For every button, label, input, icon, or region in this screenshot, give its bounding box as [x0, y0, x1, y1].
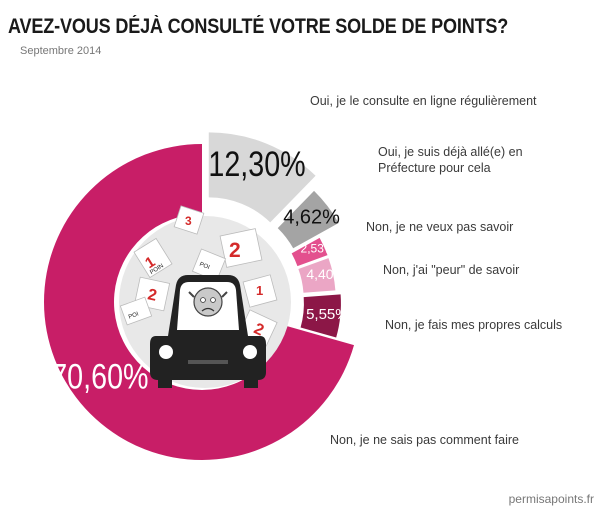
slice-value-label: 4,40%	[306, 266, 346, 282]
svg-text:1: 1	[256, 283, 263, 298]
chart-title: AVEZ-VOUS DÉJÀ CONSULTÉ VOTRE SOLDE DE P…	[8, 15, 509, 38]
svg-text:POI: POI	[128, 311, 140, 320]
pie-slice	[277, 190, 339, 249]
slice-value-label: 2,53%	[301, 241, 335, 255]
category-label-calculs: Non, je fais mes propres calculs	[385, 318, 563, 332]
slice-value-label: 4,62%	[283, 206, 340, 228]
value-labels-group: 12,30% 4,62% 2,53% 4,40% 5,55% 70,60%	[51, 144, 348, 396]
pie-slice	[44, 144, 355, 460]
svg-text:POI: POI	[198, 262, 210, 272]
svg-text:2: 2	[229, 239, 241, 262]
category-label-comment-faire: Non, je ne sais pas comment faire	[330, 433, 519, 447]
worried-driver-car-icon	[150, 275, 266, 388]
category-label-ne-veux-pas: Non, je ne veux pas savoir	[366, 220, 514, 234]
slice-value-label: 70,60%	[51, 357, 148, 396]
slice-value-label: 12,30%	[208, 144, 305, 183]
points-cards-icon: 1 3 2 2 1 2 POI POI POIN	[119, 205, 291, 388]
svg-text:3: 3	[185, 214, 192, 228]
slices-group	[44, 132, 355, 460]
slice-value-label: 5,55%	[306, 306, 349, 323]
pie-slice	[300, 294, 341, 338]
category-label-peur: Non, j'ai "peur" de savoir	[383, 263, 520, 277]
pie-slice	[298, 258, 336, 293]
pie-slice	[291, 237, 328, 267]
category-label-prefecture: Oui, je suis déjà allé(e) en Préfecture …	[378, 145, 523, 175]
category-label-online: Oui, je le consulte en ligne régulièreme…	[310, 94, 537, 108]
chart-subtitle: Septembre 2014	[20, 45, 102, 57]
svg-text:2: 2	[146, 286, 158, 304]
footer-credit: permisapoints.fr	[508, 492, 594, 506]
pie-slice	[208, 132, 316, 223]
